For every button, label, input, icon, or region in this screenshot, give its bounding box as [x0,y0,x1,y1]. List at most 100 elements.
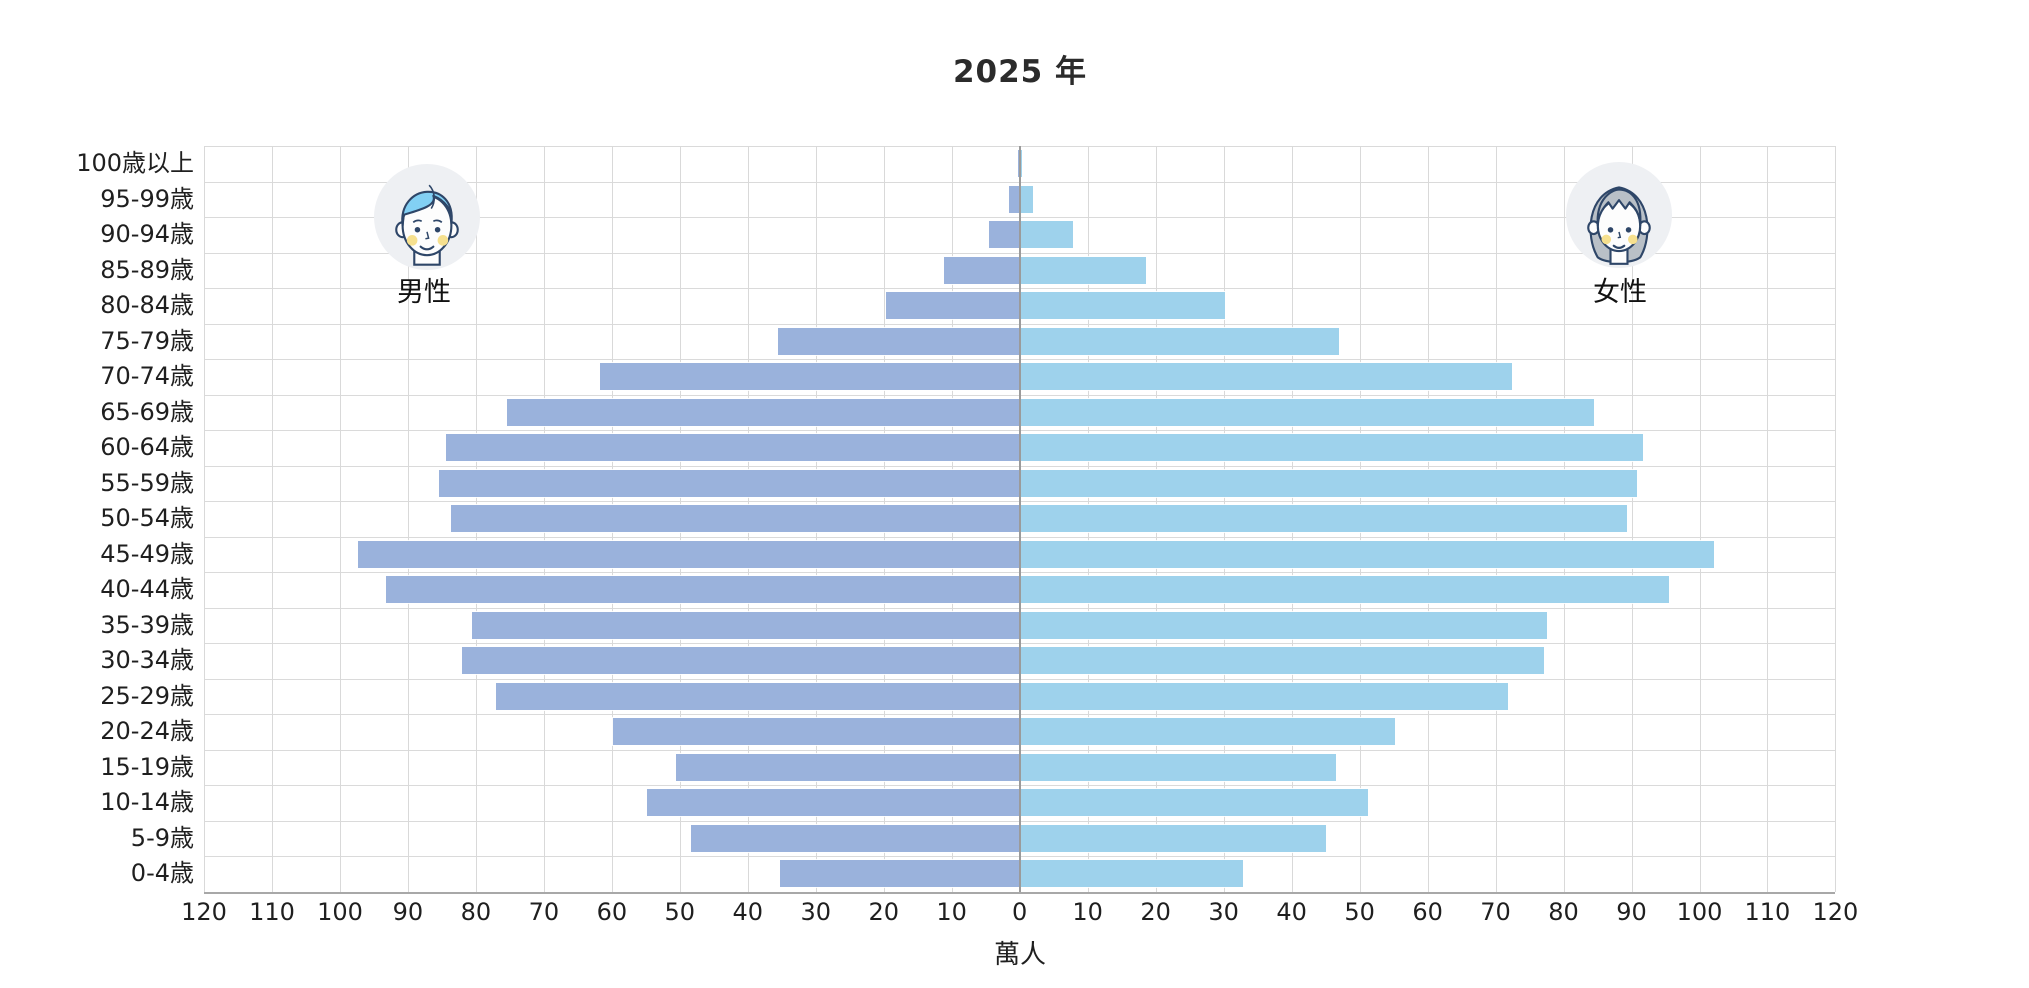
female-bar [1019,469,1637,497]
male-bar [357,540,1020,568]
x-axis-tick-label: 50 [664,898,696,926]
x-axis-tick-label: 90 [392,898,424,926]
gridline-horizontal [204,891,1836,894]
y-axis-label: 0-4歳 [130,859,194,887]
x-axis-tick-label: 50 [1344,898,1375,926]
male-bar [778,327,1020,355]
x-axis-tick-label: 30 [800,898,832,926]
male-bar [675,753,1020,781]
y-axis-label: 50-54歳 [100,504,194,532]
y-axis-label: 35-39歳 [100,610,194,639]
female-bar [1019,718,1395,746]
female-bar [1019,363,1512,391]
x-axis-tick-label: 120 [1812,898,1859,926]
x-axis-tick-label: 20 [868,898,900,926]
x-axis-tick-label: 110 [1744,898,1791,926]
female-bar [1019,150,1022,178]
y-axis-label: 5-9歳 [130,823,194,852]
gridline-vertical [204,146,205,892]
y-axis-label: 75-79歳 [100,326,194,355]
chart-title: 2025 年 [952,54,1088,90]
x-axis-tick-label: 10 [936,898,967,926]
male-bar [495,682,1020,710]
male-bar [1008,185,1020,213]
female-bar [1019,256,1147,284]
y-axis-label: 10-14歳 [100,788,194,816]
y-axis-label: 85-89歳 [100,255,194,284]
female-bar [1019,824,1327,852]
y-axis-label: 40-44歳 [100,575,194,603]
female-avatar-icon [1587,186,1651,265]
x-axis-tick-label: 100 [317,898,363,926]
female-bar [1019,753,1337,781]
center-axis-line [1018,146,1021,892]
gridline-vertical [1699,146,1701,892]
female-bar [1019,505,1627,533]
male-bar [885,292,1020,320]
male-bar [507,398,1020,426]
y-axis-label: 80-84歳 [100,291,194,319]
y-axis-label: 55-59歳 [100,468,194,497]
male-bar [446,434,1020,462]
x-axis-tick-label: 120 [181,898,227,926]
male-bar [461,647,1020,675]
x-axis-tick-label: 100 [1676,898,1723,926]
y-axis-label: 45-49歳 [100,539,194,568]
y-axis-label: 30-34歳 [100,646,194,674]
x-axis-unit-label: 萬人 [993,940,1046,970]
y-axis-label: 60-64歳 [100,433,194,461]
female-bar [1019,682,1508,710]
female-bar [1019,434,1643,462]
x-axis-tick-label: 110 [249,898,295,926]
y-axis-label: 15-19歳 [100,752,194,781]
male-bar [600,363,1020,391]
female-bar [1019,540,1714,568]
x-axis-tick-label: 90 [1616,898,1647,926]
y-axis-label: 90-94歳 [100,220,194,248]
y-axis-label: 25-29歳 [100,681,194,710]
female-bar [1019,611,1548,639]
gridline-vertical [340,146,341,892]
male-series-label: 男性 [397,277,451,308]
gridline-vertical [407,146,409,892]
y-axis-label: 65-69歳 [100,397,194,426]
female-bar [1019,185,1034,213]
female-bar [1019,789,1369,817]
male-bar [386,576,1020,604]
female-bar [1019,398,1595,426]
y-axis-label: 100歳以上 [76,149,194,177]
female-series-label: 女性 [1593,277,1647,308]
x-axis-tick-label: 60 [1412,898,1443,926]
y-axis-label: 95-99歳 [100,184,194,213]
male-bar [989,221,1020,249]
male-bar [450,505,1020,533]
male-bar [691,824,1020,852]
x-axis-tick-label: 80 [1548,898,1579,926]
x-axis-tick-label: 0 [1012,898,1028,926]
female-bar [1019,327,1340,355]
x-axis-tick-label: 30 [1208,898,1239,926]
female-bar [1019,860,1244,888]
male-bar [439,469,1020,497]
male-avatar-icon [395,184,459,266]
gridline-vertical [1835,146,1837,892]
male-bar [613,718,1020,746]
y-axis-label: 20-24歳 [100,717,194,745]
male-bar [779,860,1020,888]
gridline-vertical [272,146,273,892]
y-axis-label: 70-74歳 [100,362,194,390]
female-bar [1019,576,1669,604]
gridline-vertical [1767,146,1769,892]
female-bar [1019,221,1073,249]
x-axis-tick-label: 40 [1276,898,1307,926]
x-axis-tick-label: 60 [596,898,628,926]
gridline-vertical [1631,146,1633,892]
male-bar [943,256,1020,284]
male-bar [471,611,1020,639]
x-axis-tick-label: 40 [732,898,764,926]
x-axis-tick-label: 20 [1140,898,1171,926]
female-bar [1019,647,1545,675]
x-axis-tick-label: 10 [1072,898,1103,926]
